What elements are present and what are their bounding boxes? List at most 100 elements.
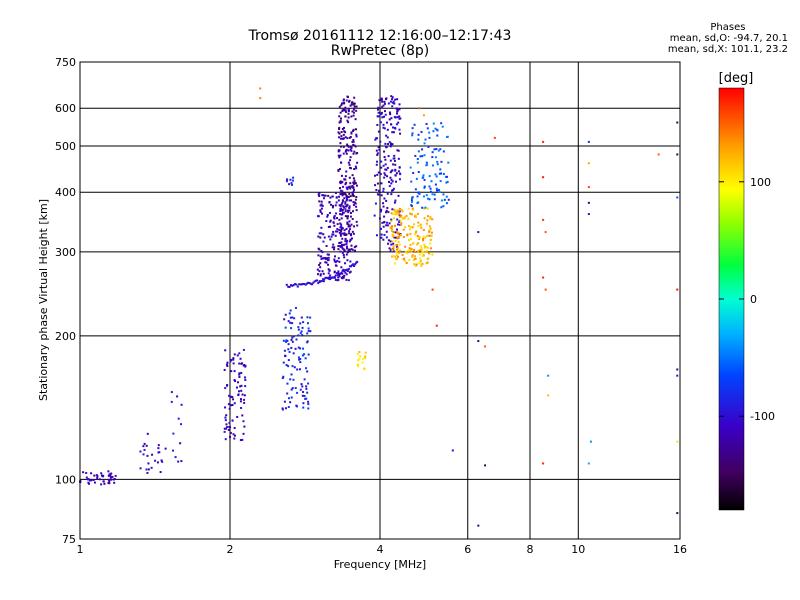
data-point xyxy=(416,157,419,160)
data-point xyxy=(416,243,419,246)
data-point xyxy=(338,273,341,276)
data-point xyxy=(350,199,353,202)
data-point xyxy=(343,274,346,277)
data-point xyxy=(342,248,345,251)
data-point xyxy=(351,264,354,267)
data-point xyxy=(327,263,330,266)
data-point xyxy=(343,126,346,129)
data-point xyxy=(329,225,332,228)
data-point xyxy=(318,200,321,203)
data-point xyxy=(347,186,350,189)
x-tick-label: 8 xyxy=(527,543,534,556)
data-point xyxy=(432,130,435,133)
data-point xyxy=(401,216,404,219)
data-point xyxy=(379,140,382,143)
data-point xyxy=(334,264,337,267)
data-point xyxy=(382,205,385,208)
data-point xyxy=(242,432,245,435)
data-point xyxy=(387,239,390,242)
data-point xyxy=(345,205,348,208)
data-point xyxy=(339,145,342,148)
data-point xyxy=(439,148,442,151)
data-point xyxy=(243,401,246,404)
data-point xyxy=(376,152,379,155)
data-point xyxy=(396,213,399,216)
data-point xyxy=(353,96,356,99)
data-point xyxy=(352,195,355,198)
data-point xyxy=(347,112,350,115)
data-point xyxy=(391,105,394,108)
data-point xyxy=(587,162,590,165)
data-point xyxy=(145,444,148,447)
data-point xyxy=(382,202,385,205)
data-point xyxy=(422,239,425,242)
data-point xyxy=(404,245,407,248)
data-point xyxy=(348,240,351,243)
data-point xyxy=(387,102,390,105)
data-point xyxy=(319,262,322,265)
data-point xyxy=(403,217,406,220)
data-point xyxy=(392,242,395,245)
data-point xyxy=(389,176,392,179)
data-point xyxy=(421,251,424,254)
data-point xyxy=(388,118,391,121)
data-point xyxy=(392,213,395,216)
data-point xyxy=(282,339,285,342)
data-point xyxy=(288,285,291,288)
data-point xyxy=(420,263,423,266)
data-point xyxy=(344,262,347,265)
data-point xyxy=(349,104,352,107)
data-point xyxy=(440,199,443,202)
data-point xyxy=(354,165,357,168)
data-point xyxy=(337,245,340,248)
data-point xyxy=(378,148,381,151)
data-point xyxy=(385,199,388,202)
data-point xyxy=(317,215,320,218)
data-point xyxy=(344,271,347,274)
data-point xyxy=(224,406,227,409)
data-point xyxy=(439,168,442,171)
data-point xyxy=(345,242,348,245)
data-point xyxy=(347,149,350,152)
data-point xyxy=(349,187,352,190)
data-point xyxy=(391,169,394,172)
data-point xyxy=(341,200,344,203)
data-point xyxy=(437,149,440,152)
data-point xyxy=(347,161,350,164)
data-point xyxy=(291,322,294,325)
data-point xyxy=(336,259,339,262)
data-point xyxy=(396,255,399,258)
data-point xyxy=(375,137,378,140)
data-point xyxy=(335,201,338,204)
data-point xyxy=(394,224,397,227)
x-tick-label: 16 xyxy=(673,543,687,556)
data-point xyxy=(391,235,394,238)
data-point xyxy=(411,254,414,257)
data-point xyxy=(383,215,386,218)
data-point xyxy=(327,272,330,275)
y-tick-label: 75 xyxy=(62,533,76,546)
data-point xyxy=(384,113,387,116)
data-point xyxy=(176,395,179,398)
data-point xyxy=(385,230,388,233)
data-point xyxy=(338,187,341,190)
data-point xyxy=(587,213,590,216)
data-point xyxy=(384,142,387,145)
data-point xyxy=(161,460,164,463)
data-point xyxy=(355,184,358,187)
data-point xyxy=(343,109,346,112)
data-point xyxy=(241,438,244,441)
data-point xyxy=(437,189,440,192)
data-point xyxy=(170,400,173,403)
data-point xyxy=(319,280,322,283)
data-point xyxy=(426,261,429,264)
data-point xyxy=(349,265,352,268)
data-point xyxy=(353,249,356,252)
data-point xyxy=(329,196,332,199)
data-point xyxy=(351,248,354,251)
data-point xyxy=(320,200,323,203)
data-point xyxy=(350,103,353,106)
data-point xyxy=(227,403,230,406)
data-point xyxy=(338,127,341,130)
data-point xyxy=(493,136,496,139)
